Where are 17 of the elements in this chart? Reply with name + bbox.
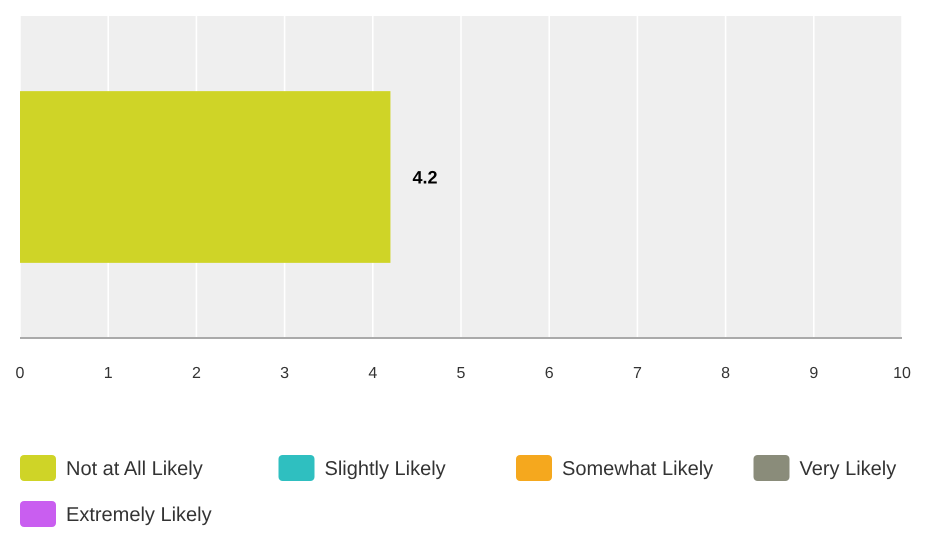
legend-label: Not at All Likely [66,458,203,480]
x-tick-label: 4 [368,365,378,382]
x-tick-label: 6 [544,365,554,382]
x-tick-label: 1 [104,365,113,382]
x-tick-label: 7 [632,365,642,382]
x-tick-label: 9 [809,365,818,382]
x-tick-label: 10 [893,365,911,382]
x-tick-label: 0 [16,365,25,382]
x-tick-label: 2 [192,365,201,382]
legend-label: Somewhat Likely [562,458,714,480]
legend-label: Slightly Likely [324,458,446,480]
legend-label: Extremely Likely [66,504,212,526]
x-tick-label: 5 [456,365,466,382]
legend-label: Very Likely [800,458,896,480]
x-tick-label: 8 [721,365,730,382]
data-label: 4.2 [412,167,438,188]
x-tick-label: 3 [280,365,290,382]
